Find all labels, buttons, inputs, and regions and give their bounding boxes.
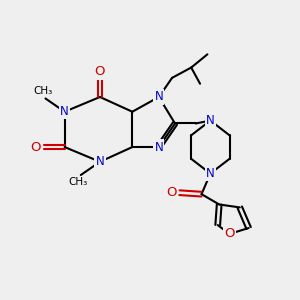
Text: N: N — [60, 105, 69, 118]
Text: O: O — [95, 65, 105, 79]
Text: CH₃: CH₃ — [33, 86, 52, 96]
Text: O: O — [224, 227, 235, 240]
Text: N: N — [206, 114, 215, 127]
Text: O: O — [166, 186, 176, 199]
Text: N: N — [206, 167, 215, 180]
Text: O: O — [31, 141, 41, 154]
Text: N: N — [154, 141, 163, 154]
Text: N: N — [96, 155, 104, 168]
Text: N: N — [154, 91, 163, 103]
Text: CH₃: CH₃ — [68, 177, 88, 188]
